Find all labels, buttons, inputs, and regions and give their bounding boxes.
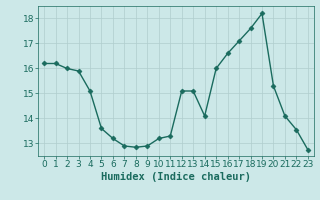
X-axis label: Humidex (Indice chaleur): Humidex (Indice chaleur) <box>101 172 251 182</box>
